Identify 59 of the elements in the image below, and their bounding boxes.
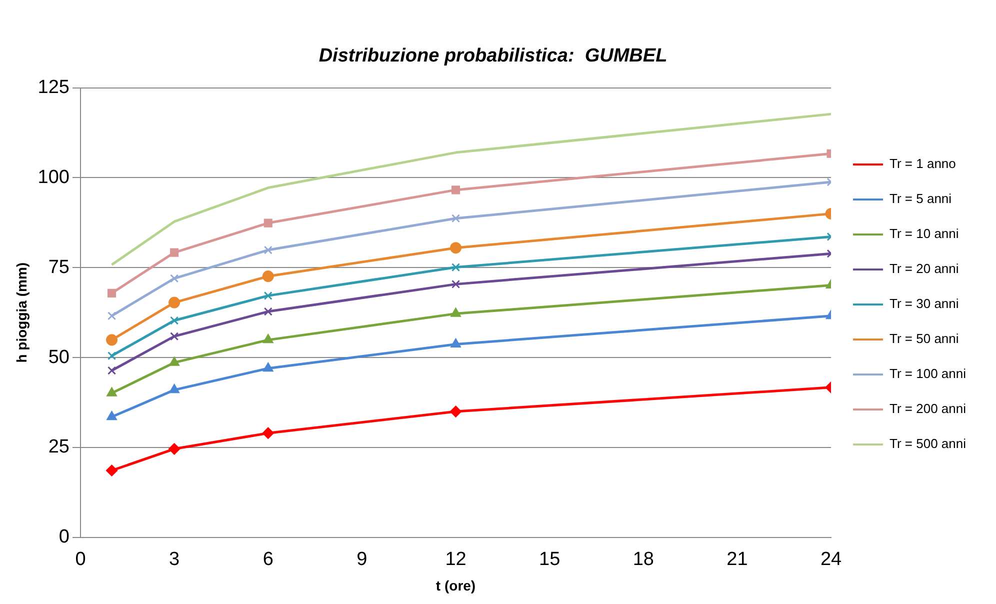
y-axis-title: h pioggia (mm) — [13, 262, 30, 363]
legend-label: Tr = 30 anni — [890, 296, 959, 312]
point — [106, 411, 117, 420]
point — [451, 262, 460, 272]
chart-title: Distribuzione probabilistica: GUMBEL — [318, 46, 668, 67]
x-tick-label: 3 — [169, 549, 180, 570]
point — [450, 406, 462, 418]
point — [170, 316, 179, 325]
point — [450, 242, 462, 254]
x-tick-label: 9 — [356, 549, 368, 570]
point — [169, 356, 180, 366]
y-tick-label: 0 — [58, 526, 70, 548]
point — [262, 427, 274, 439]
point — [106, 387, 117, 396]
x-tick-label: 21 — [726, 549, 748, 570]
point — [107, 366, 116, 375]
y-tick-label: 25 — [48, 436, 70, 458]
y-tick-label: 100 — [38, 166, 70, 188]
point — [451, 186, 460, 194]
point — [264, 218, 272, 228]
point — [264, 307, 272, 316]
point — [262, 270, 274, 282]
point — [450, 308, 461, 317]
point — [263, 334, 274, 344]
x-tick-label: 6 — [262, 549, 274, 570]
legend-label: Tr = 20 anni — [890, 261, 959, 276]
point — [168, 443, 180, 455]
legend-label: Tr = 1 anno — [890, 156, 956, 172]
x-tick-label: 15 — [539, 549, 560, 570]
point — [170, 248, 179, 257]
legend-label: Tr = 50 anni — [890, 331, 959, 346]
point — [106, 464, 118, 476]
point — [264, 246, 272, 254]
x-tick-label: 12 — [445, 549, 466, 570]
y-tick-label: 50 — [48, 346, 70, 368]
point — [263, 362, 274, 372]
legend-label: Tr = 500 anni — [890, 436, 966, 452]
point — [451, 280, 460, 288]
point — [168, 296, 180, 308]
legend-label: Tr = 10 anni — [890, 226, 959, 242]
x-tick-label: 0 — [75, 549, 86, 570]
point — [170, 274, 179, 283]
x-tick-label: 24 — [820, 549, 842, 570]
point — [107, 288, 116, 298]
x-axis-title: t (ore) — [436, 577, 476, 594]
y-tick-label: 75 — [48, 256, 70, 278]
point — [264, 291, 272, 300]
y-tick-label: 125 — [38, 77, 70, 98]
point — [169, 384, 180, 394]
legend-label: Tr = 200 anni — [890, 401, 966, 416]
point — [107, 351, 116, 360]
legend-label: Tr = 100 anni — [890, 366, 966, 382]
point — [170, 332, 179, 341]
point — [107, 312, 116, 320]
x-tick-label: 18 — [632, 549, 654, 570]
legend-label: Tr = 5 anni — [890, 191, 952, 206]
point — [450, 338, 461, 348]
point — [451, 214, 460, 223]
point — [106, 334, 118, 346]
